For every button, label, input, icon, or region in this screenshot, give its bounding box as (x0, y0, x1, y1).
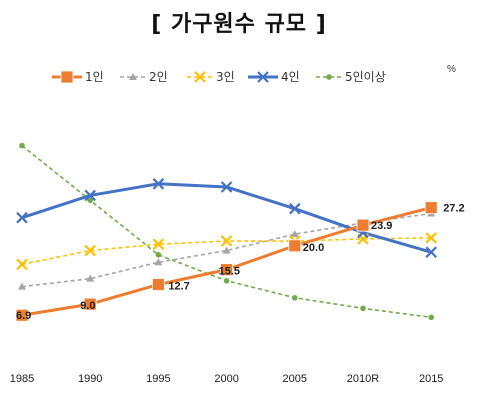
one-person-data-label: 20.0 (303, 242, 324, 254)
x-tick-label: 1985 (10, 373, 34, 385)
four-person-point (220, 181, 233, 193)
legend: 1인 2인 3인 4인 5인이상% (52, 64, 456, 84)
four-person-point (152, 178, 165, 190)
four-person-point (16, 211, 28, 224)
five-plus-line (21, 145, 432, 319)
chart-title: [ 가구원수 규모 ] (151, 12, 327, 37)
two-person-point (18, 282, 26, 290)
legend-label: 4인 (281, 70, 300, 84)
x-axis: 1985 1990 1995 2000 2005 2010R 2015 (10, 373, 444, 385)
five-plus-point (87, 197, 93, 204)
legend-item-four-person: 4인 (248, 70, 300, 84)
three-person-point (16, 258, 28, 271)
one-person-point (220, 263, 234, 277)
five-plus-point (155, 252, 162, 258)
legend-swatch-marker (60, 70, 74, 84)
one-person-point (15, 308, 29, 322)
legend-item-five-plus: 5인이상 (316, 70, 386, 84)
legend-swatch-marker (194, 71, 206, 83)
one-person-line (21, 206, 432, 317)
legend-swatch-marker (129, 73, 137, 80)
series-markers (15, 142, 438, 322)
four-person-point (425, 246, 437, 258)
four-person-point (84, 189, 96, 202)
one-person-data-label: 6.9 (16, 310, 31, 322)
two-person-point (222, 246, 231, 254)
one-person-data-label: 15.5 (219, 266, 240, 278)
legend-label: 3인 (216, 70, 235, 84)
legend-label: 2인 (149, 70, 168, 84)
data-labels: 6.9 9.0 12.7 15.5 20.0 23.9 27.2 (16, 203, 465, 323)
one-person-point (151, 278, 165, 291)
two-person-point (86, 274, 95, 282)
legend-swatch-marker (326, 74, 332, 80)
one-person-data-label: 12.7 (168, 280, 189, 292)
one-person-point (83, 297, 97, 311)
x-tick-label: 2000 (214, 373, 238, 385)
legend-swatch-marker (257, 71, 269, 83)
legend-item-one-person: 1인 (52, 70, 104, 84)
three-person-point (220, 235, 233, 247)
legend-label: 5인이상 (345, 70, 386, 84)
unit-label: % (447, 64, 456, 75)
one-person-point (288, 239, 302, 253)
three-person-point (152, 238, 165, 250)
five-plus-point (223, 277, 230, 284)
five-plus-point (428, 314, 435, 321)
x-tick-label: 2005 (283, 373, 307, 385)
x-tick-label: 1995 (146, 373, 170, 385)
one-person-data-label: 23.9 (371, 220, 392, 232)
three-person-point (84, 244, 96, 257)
legend-label: 1인 (85, 70, 104, 84)
x-tick-label: 2015 (419, 373, 443, 385)
one-person-data-label: 9.0 (80, 300, 95, 312)
x-tick-label: 2010R (347, 373, 379, 385)
two-person-point (154, 258, 163, 266)
one-person-point (356, 218, 370, 232)
legend-item-two-person: 2인 (120, 70, 168, 84)
five-plus-point (19, 142, 25, 149)
two-person-point (290, 230, 299, 238)
one-person-point (424, 201, 438, 215)
four-person-point (289, 202, 301, 215)
five-plus-point (292, 294, 298, 301)
one-person-data-label: 27.2 (443, 203, 464, 215)
x-tick-label: 1990 (78, 373, 102, 385)
five-plus-point (360, 305, 366, 312)
legend-item-three-person: 3인 (187, 70, 235, 84)
series-lines (21, 145, 432, 319)
three-person-point (425, 232, 437, 244)
